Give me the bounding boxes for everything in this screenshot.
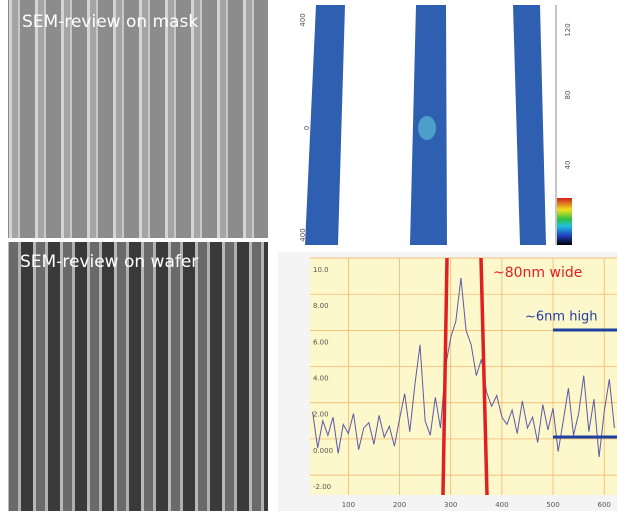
afm-label: 0 — [303, 126, 311, 130]
afm-label: 400 — [299, 13, 307, 26]
x-tick-label: 600 — [598, 501, 611, 509]
panel-label: SEM-review on mask — [22, 12, 198, 32]
y-tick-label: 8.00 — [313, 302, 329, 310]
x-tick-label: 100 — [342, 501, 355, 509]
afm-label: 120 — [564, 23, 572, 36]
x-tick-label: 500 — [546, 501, 559, 509]
x-tick-label: 300 — [444, 501, 457, 509]
y-tick-label: -2.00 — [313, 483, 331, 491]
y-tick-label: 6.00 — [313, 338, 329, 346]
panel-label: SEM-review on wafer — [20, 252, 198, 272]
page: {"panels":{"mask_label":"SEM-review on m… — [0, 0, 617, 511]
sem-wafer-image — [8, 242, 268, 511]
annotation: ~80nm wide — [493, 265, 582, 281]
afm-label: 40 — [564, 161, 572, 170]
x-tick-label: 400 — [495, 501, 508, 509]
afm-map: 400 0 400 120 80 40 — [299, 5, 572, 245]
plot-area — [310, 258, 617, 495]
y-tick-label: 4.00 — [313, 375, 329, 383]
figure: SEM-review on mask SEM-review on wafer 4… — [0, 0, 617, 511]
x-tick-label: 200 — [393, 501, 406, 509]
annotation: ~6nm high — [525, 310, 598, 325]
y-tick-label: 2.00 — [313, 411, 329, 419]
y-tick-label: 10.0 — [313, 266, 329, 274]
y-tick-label: 0.000 — [313, 447, 333, 455]
afm-label: 400 — [299, 228, 307, 241]
sem-mask-image — [8, 0, 268, 238]
afm-label: 80 — [564, 91, 572, 100]
